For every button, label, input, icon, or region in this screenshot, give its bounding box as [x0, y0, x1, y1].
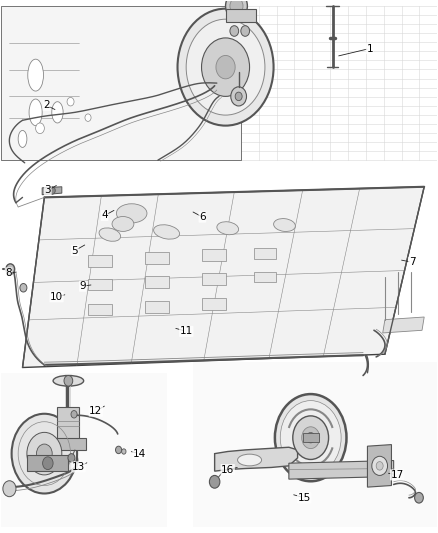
FancyBboxPatch shape — [145, 276, 169, 288]
FancyBboxPatch shape — [254, 272, 276, 282]
Polygon shape — [22, 187, 424, 368]
Circle shape — [67, 98, 74, 106]
Ellipse shape — [28, 59, 43, 91]
Text: 10: 10 — [50, 292, 63, 302]
Circle shape — [71, 410, 77, 418]
Ellipse shape — [18, 131, 27, 148]
Circle shape — [186, 19, 265, 115]
Text: 5: 5 — [71, 246, 78, 255]
Ellipse shape — [274, 219, 295, 231]
Text: 16: 16 — [221, 465, 234, 474]
Text: 8: 8 — [5, 268, 12, 278]
FancyBboxPatch shape — [145, 252, 169, 264]
Circle shape — [27, 432, 62, 475]
FancyBboxPatch shape — [88, 304, 112, 316]
Text: 15: 15 — [297, 492, 311, 503]
Polygon shape — [367, 445, 392, 487]
FancyBboxPatch shape — [88, 279, 112, 290]
Text: 1: 1 — [366, 44, 373, 53]
Polygon shape — [51, 438, 86, 450]
Text: 12: 12 — [89, 406, 102, 416]
Circle shape — [241, 26, 250, 36]
Circle shape — [280, 401, 341, 475]
Circle shape — [177, 9, 274, 126]
Circle shape — [49, 187, 55, 194]
Circle shape — [302, 427, 320, 449]
Circle shape — [201, 38, 250, 96]
Polygon shape — [27, 455, 68, 471]
Polygon shape — [383, 317, 424, 333]
Polygon shape — [215, 447, 297, 471]
Circle shape — [85, 114, 91, 122]
Ellipse shape — [53, 375, 84, 386]
Circle shape — [20, 284, 27, 292]
Circle shape — [376, 462, 383, 470]
Text: 13: 13 — [72, 462, 85, 472]
Text: 6: 6 — [199, 212, 206, 222]
Text: 17: 17 — [391, 470, 404, 480]
Circle shape — [35, 123, 44, 134]
FancyBboxPatch shape — [201, 298, 226, 310]
Ellipse shape — [112, 216, 134, 231]
Ellipse shape — [154, 225, 180, 239]
Circle shape — [372, 456, 388, 475]
FancyBboxPatch shape — [201, 249, 226, 261]
Polygon shape — [42, 187, 62, 195]
Circle shape — [293, 416, 328, 459]
Circle shape — [64, 375, 73, 386]
Circle shape — [68, 454, 75, 462]
Circle shape — [216, 55, 235, 79]
Circle shape — [230, 26, 239, 36]
Ellipse shape — [237, 454, 261, 466]
Circle shape — [36, 444, 52, 463]
Circle shape — [209, 475, 220, 488]
Text: 3: 3 — [45, 185, 51, 196]
Circle shape — [226, 0, 247, 19]
Ellipse shape — [99, 228, 120, 241]
Bar — [303, 433, 318, 442]
Polygon shape — [57, 407, 79, 439]
FancyBboxPatch shape — [88, 255, 112, 266]
Circle shape — [231, 87, 247, 106]
FancyBboxPatch shape — [145, 301, 169, 313]
Polygon shape — [1, 373, 166, 527]
Circle shape — [235, 92, 242, 101]
Circle shape — [230, 0, 243, 14]
Circle shape — [116, 446, 122, 454]
Polygon shape — [1, 6, 241, 160]
Ellipse shape — [217, 222, 239, 235]
Text: 2: 2 — [43, 100, 50, 110]
Polygon shape — [289, 461, 394, 479]
Circle shape — [6, 264, 14, 274]
Circle shape — [42, 457, 53, 470]
Circle shape — [122, 449, 126, 454]
Text: 14: 14 — [133, 449, 146, 458]
FancyBboxPatch shape — [201, 273, 226, 285]
Text: 7: 7 — [409, 257, 415, 267]
Ellipse shape — [52, 102, 63, 123]
Ellipse shape — [29, 99, 42, 126]
Polygon shape — [226, 9, 256, 22]
Circle shape — [12, 414, 77, 494]
Circle shape — [307, 432, 315, 443]
Text: 9: 9 — [79, 281, 86, 291]
Circle shape — [415, 492, 424, 503]
FancyBboxPatch shape — [254, 248, 276, 259]
Text: 11: 11 — [180, 326, 193, 336]
Circle shape — [3, 481, 16, 497]
Text: 4: 4 — [101, 211, 108, 221]
Circle shape — [275, 394, 346, 481]
Ellipse shape — [117, 204, 147, 223]
Polygon shape — [193, 362, 437, 527]
